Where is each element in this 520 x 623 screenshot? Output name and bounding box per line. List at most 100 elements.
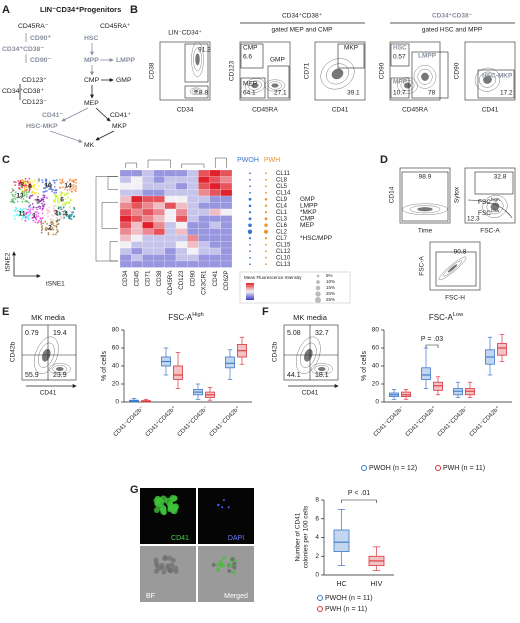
bubble bbox=[265, 191, 267, 194]
heatmap-cell bbox=[187, 202, 199, 210]
heatmap-cell bbox=[153, 215, 165, 223]
tsne-point bbox=[24, 216, 27, 218]
heatmap-cell bbox=[119, 189, 132, 197]
tsne-point bbox=[54, 233, 57, 236]
tsne-point bbox=[47, 233, 50, 236]
tsne-point bbox=[54, 211, 57, 214]
row-label: CL15 bbox=[276, 242, 291, 248]
x-tick-label: CD41⁺CD42b⁻ bbox=[436, 405, 469, 438]
cluster-label: 4 bbox=[64, 211, 68, 218]
merged-signal bbox=[231, 570, 236, 575]
heatmap-cell bbox=[164, 202, 177, 210]
tsne-point bbox=[47, 231, 50, 234]
size-legend-label: 25% bbox=[326, 297, 335, 302]
tsne-point bbox=[12, 197, 15, 200]
tsne-point bbox=[42, 200, 45, 203]
bubble bbox=[248, 237, 252, 240]
tsne-point bbox=[33, 187, 36, 190]
label: MK bbox=[84, 142, 95, 149]
heatmap-cell bbox=[187, 208, 199, 216]
label: FSC-H bbox=[445, 295, 465, 302]
box bbox=[421, 367, 431, 380]
image-label: DAPI bbox=[228, 535, 244, 542]
tsne-point bbox=[28, 184, 31, 187]
tsne-point bbox=[58, 211, 61, 214]
heatmap-cell bbox=[142, 254, 154, 262]
contour bbox=[400, 79, 415, 92]
tsne-point bbox=[41, 209, 44, 211]
tsne-point bbox=[67, 196, 69, 199]
bubble bbox=[249, 185, 251, 188]
tsne-point bbox=[31, 194, 34, 197]
dendrogram bbox=[214, 157, 227, 168]
row-label: CL14 bbox=[276, 190, 291, 196]
tsne-point bbox=[12, 194, 15, 197]
colorbar bbox=[246, 283, 254, 300]
connector bbox=[95, 107, 111, 122]
tsne-point bbox=[32, 208, 34, 211]
label: 44.1 bbox=[287, 372, 301, 379]
heatmap-cell bbox=[119, 215, 132, 223]
tsne-point bbox=[68, 201, 70, 204]
tsne-point bbox=[39, 217, 42, 220]
heatmap-cell bbox=[119, 195, 132, 203]
bubble bbox=[248, 223, 252, 228]
label: 19.4 bbox=[53, 330, 67, 337]
tsne-point bbox=[40, 223, 43, 225]
heatmap-cell bbox=[220, 176, 233, 184]
tsne-point bbox=[72, 187, 75, 190]
axis-label: % of cells bbox=[101, 351, 108, 381]
label-base: FSC bbox=[478, 199, 491, 206]
tsne-point bbox=[13, 217, 16, 220]
tsne-point bbox=[60, 182, 63, 185]
bubble bbox=[264, 223, 268, 227]
x-tick-label: CD41⁻CD42b⁻ bbox=[113, 405, 146, 438]
cd41-signal bbox=[153, 507, 160, 513]
heatmap-cell bbox=[175, 182, 188, 190]
cluster-label: 11 bbox=[19, 211, 26, 218]
label: 91.2 bbox=[198, 47, 211, 54]
tsne-point bbox=[49, 218, 52, 221]
row-label: CL5 bbox=[276, 184, 288, 190]
bf-cell bbox=[164, 565, 170, 571]
tsne-point bbox=[14, 184, 17, 187]
tsne-point bbox=[37, 215, 40, 218]
heatmap-cell bbox=[198, 189, 210, 197]
label: MEP bbox=[243, 81, 257, 88]
tsne-point bbox=[71, 185, 74, 188]
contour bbox=[38, 342, 55, 368]
tsne-point bbox=[26, 195, 28, 198]
label: CD34⁺CD38⁺ bbox=[282, 13, 323, 20]
legend-marker bbox=[317, 606, 323, 612]
tsne-point bbox=[23, 216, 26, 219]
annotation: P = .03 bbox=[421, 336, 443, 343]
heatmap-cell bbox=[142, 202, 154, 210]
cd41-signal bbox=[155, 497, 163, 505]
label: MKP bbox=[112, 123, 127, 130]
label: 8.8 bbox=[199, 90, 208, 97]
contour bbox=[195, 53, 200, 66]
tsne-point bbox=[36, 211, 38, 214]
label: CD41⁻ bbox=[42, 112, 63, 119]
axis-label: CD42b bbox=[10, 341, 17, 362]
panel-label: E bbox=[2, 306, 9, 318]
tsne-point bbox=[62, 213, 65, 216]
heatmap-cell bbox=[142, 228, 154, 236]
micrograph bbox=[140, 546, 196, 602]
tsne-point bbox=[71, 190, 73, 193]
tsne-point bbox=[49, 188, 52, 190]
label: CD71 bbox=[304, 62, 311, 79]
bubble bbox=[249, 178, 251, 181]
heatmap-cell bbox=[209, 189, 221, 197]
dendrogram bbox=[147, 159, 171, 168]
size-legend-label: 15% bbox=[326, 285, 335, 290]
merged-signal bbox=[227, 568, 232, 573]
tsne-point bbox=[59, 178, 61, 181]
gate bbox=[184, 43, 209, 83]
heatmap-cell bbox=[198, 228, 210, 236]
tsne-point bbox=[28, 205, 30, 208]
tsne-point bbox=[23, 183, 26, 186]
heatmap-cell bbox=[220, 208, 233, 216]
tsne-point bbox=[40, 202, 43, 205]
heatmap-cell bbox=[131, 189, 143, 197]
